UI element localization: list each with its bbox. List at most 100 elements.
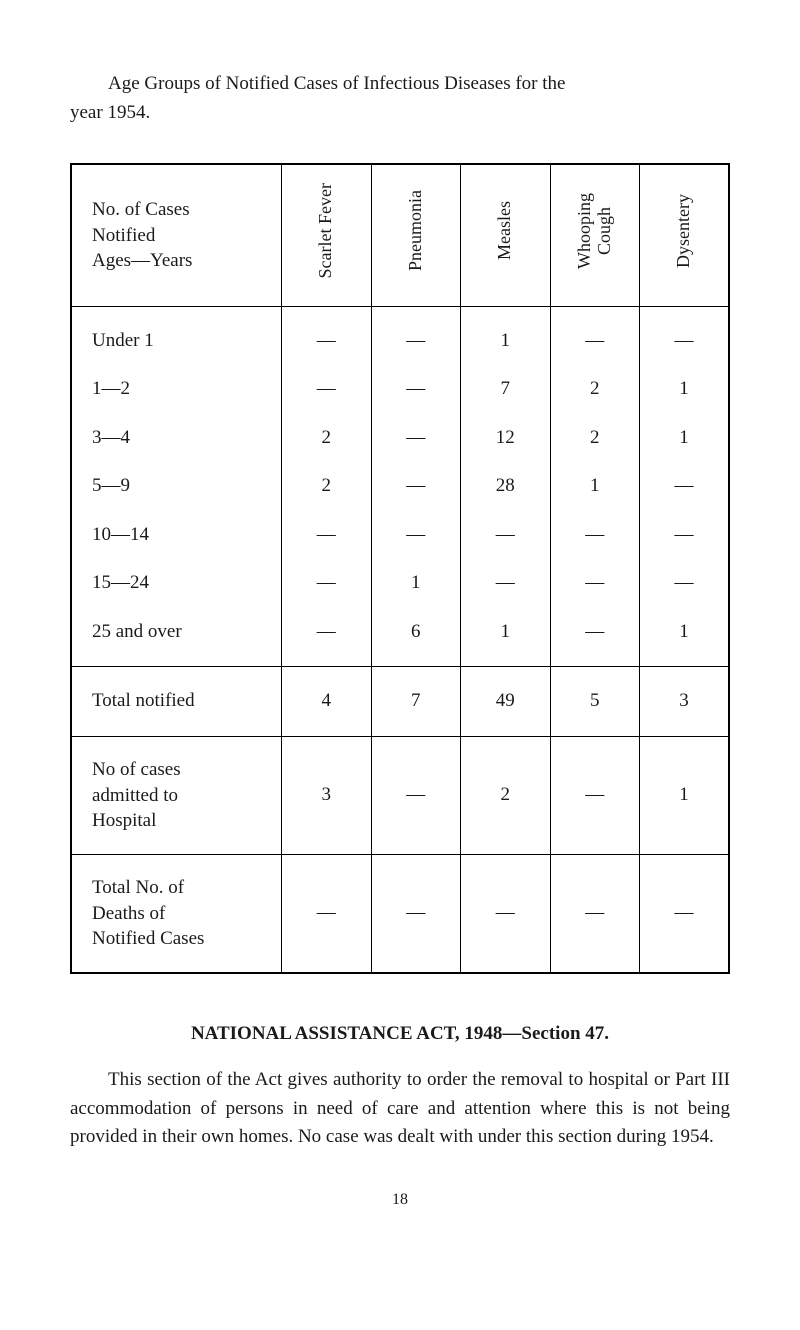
table-cell: — (461, 854, 550, 972)
table-cell: 2 (282, 462, 371, 511)
row-label: 3—4 (71, 414, 282, 463)
table-cell: 1 (639, 608, 729, 667)
table-cell: 4 (282, 667, 371, 737)
column-header-text: Cough (595, 193, 615, 269)
table-cell: — (371, 414, 460, 463)
table-cell: 7 (461, 365, 550, 414)
table-cell: — (550, 306, 639, 365)
table-cell: — (282, 608, 371, 667)
table-cell: — (371, 854, 460, 972)
table-cell: 2 (550, 414, 639, 463)
table-row: 3—42—1221 (71, 414, 729, 463)
body-paragraph: This section of the Act gives authority … (70, 1066, 730, 1152)
row-label-line: Deaths of (92, 901, 277, 927)
table-row: Total No. ofDeaths ofNotified Cases————— (71, 854, 729, 972)
table-row: 15—24—1——— (71, 559, 729, 608)
table-cell: 1 (371, 559, 460, 608)
column-header: Scarlet Fever (282, 164, 371, 306)
column-header: Dysentery (639, 164, 729, 306)
header-rowlabel-line: Notified (92, 223, 275, 249)
row-label: 5—9 (71, 462, 282, 511)
header-rowlabel-line: Ages—Years (92, 248, 275, 274)
table-cell: — (550, 608, 639, 667)
column-header-text: Pneumonia (405, 190, 425, 271)
table-section: Under 1——1——1—2——7213—42—12215—92—281—10… (71, 306, 729, 667)
table-cell: 7 (371, 667, 460, 737)
column-header-text: Dysentery (673, 194, 693, 268)
row-label: Under 1 (71, 306, 282, 365)
intro-paragraph: Age Groups of Notified Cases of Infectio… (70, 70, 730, 127)
row-label-line: Hospital (92, 808, 277, 834)
table-header: No. of Cases Notified Ages—Years Scarlet… (71, 164, 729, 306)
table-cell: 2 (282, 414, 371, 463)
row-label: 10—14 (71, 511, 282, 560)
row-label: No of casesadmitted toHospital (71, 736, 282, 854)
table-row: No of casesadmitted toHospital3—2—1 (71, 736, 729, 854)
table-cell: 3 (639, 667, 729, 737)
row-label-line: admitted to (92, 783, 277, 809)
table-cell: 2 (461, 736, 550, 854)
table-cell: — (371, 365, 460, 414)
table-cell: — (550, 559, 639, 608)
table-cell: — (371, 736, 460, 854)
row-label-line: No of cases (92, 757, 277, 783)
table-cell: 5 (550, 667, 639, 737)
table-row: Total notified474953 (71, 667, 729, 737)
table-cell: — (639, 854, 729, 972)
column-header-text: Measles (494, 201, 514, 260)
row-label: 15—24 (71, 559, 282, 608)
table-cell: — (639, 511, 729, 560)
table-row: 10—14————— (71, 511, 729, 560)
table-cell: 3 (282, 736, 371, 854)
table-cell: — (282, 854, 371, 972)
table-section: Total No. ofDeaths ofNotified Cases————— (71, 854, 729, 972)
table-row: 5—92—281— (71, 462, 729, 511)
table-cell: — (639, 306, 729, 365)
row-label: 25 and over (71, 608, 282, 667)
section-heading: NATIONAL ASSISTANCE ACT, 1948—Section 47… (70, 1020, 730, 1049)
column-header-text: Whooping (575, 193, 595, 269)
row-label-line: Notified Cases (92, 926, 277, 952)
table-cell: — (461, 511, 550, 560)
table-cell: — (461, 559, 550, 608)
table-cell: — (639, 559, 729, 608)
table-cell: — (371, 306, 460, 365)
header-rowlabel-line: No. of Cases (92, 197, 275, 223)
table-cell: — (282, 306, 371, 365)
intro-line-1: Age Groups of Notified Cases of Infectio… (70, 70, 730, 99)
row-label: Total notified (71, 667, 282, 737)
table-cell: 1 (639, 365, 729, 414)
table-row: Under 1——1—— (71, 306, 729, 365)
table-section: No of casesadmitted toHospital3—2—1 (71, 736, 729, 854)
column-header: Measles (461, 164, 550, 306)
table-row: 25 and over—61—1 (71, 608, 729, 667)
table-cell: 1 (639, 414, 729, 463)
table-cell: 1 (639, 736, 729, 854)
table-cell: 12 (461, 414, 550, 463)
disease-table: No. of Cases Notified Ages—Years Scarlet… (70, 163, 730, 974)
table-cell: — (282, 365, 371, 414)
table-section: Total notified474953 (71, 667, 729, 737)
header-rowlabel: No. of Cases Notified Ages—Years (71, 164, 282, 306)
table-cell: — (550, 511, 639, 560)
table-cell: — (639, 462, 729, 511)
table-cell: 28 (461, 462, 550, 511)
table-cell: 49 (461, 667, 550, 737)
column-header-text: Scarlet Fever (315, 183, 335, 278)
column-header: Whooping Cough (550, 164, 639, 306)
table-cell: — (371, 462, 460, 511)
column-header: Pneumonia (371, 164, 460, 306)
table-row: 1—2——721 (71, 365, 729, 414)
page-number: 18 (70, 1188, 730, 1212)
table-cell: 1 (550, 462, 639, 511)
table-cell: — (282, 559, 371, 608)
table-cell: 6 (371, 608, 460, 667)
row-label-line: Total No. of (92, 875, 277, 901)
table-cell: 1 (461, 608, 550, 667)
table-cell: 1 (461, 306, 550, 365)
table-cell: — (371, 511, 460, 560)
table-cell: — (550, 854, 639, 972)
intro-line-2: year 1954. (70, 99, 730, 128)
table-cell: 2 (550, 365, 639, 414)
table-cell: — (282, 511, 371, 560)
